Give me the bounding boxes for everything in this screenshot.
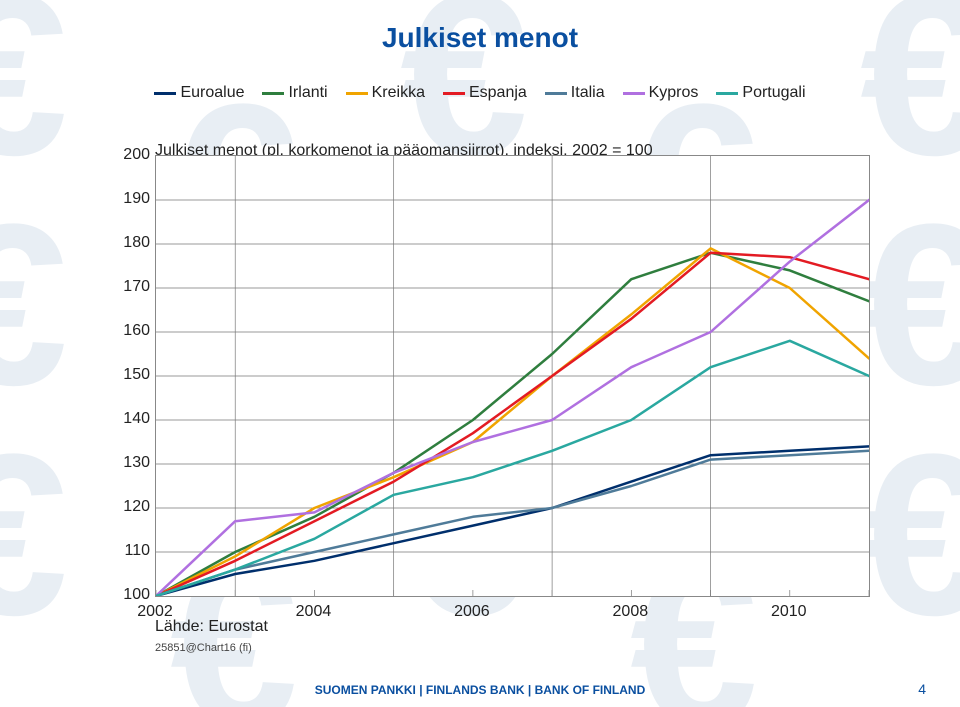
chart-area: 100110120130140150160170180190200 200220… [108,155,868,595]
chart-id-label: 25851@Chart16 (fi) [155,642,252,654]
y-axis-labels: 100110120130140150160170180190200 [108,155,150,595]
y-tick-label: 110 [124,542,150,560]
legend-swatch [346,92,368,95]
y-tick-label: 150 [123,366,150,384]
legend-label: Euroalue [180,84,244,102]
legend-swatch [262,92,284,95]
legend-item: Euroalue [154,84,244,102]
x-tick-label: 2010 [771,603,807,621]
legend-item: Portugali [716,84,805,102]
legend-label: Portugali [742,84,805,102]
y-tick-label: 190 [123,190,150,208]
legend-swatch [716,92,738,95]
source-label: Lähde: Eurostat [155,618,268,636]
footer-text: SUOMEN PANKKI | FINLANDS BANK | BANK OF … [0,683,960,697]
y-tick-label: 200 [123,146,150,164]
x-tick-label: 2006 [454,603,490,621]
legend-label: Italia [571,84,605,102]
legend-item: Irlanti [262,84,327,102]
page-title: Julkiset menot [0,0,960,54]
legend-swatch [623,92,645,95]
series-line [156,451,869,596]
legend-label: Irlanti [288,84,327,102]
y-tick-label: 140 [123,410,150,428]
y-tick-label: 180 [123,234,150,252]
legend-swatch [154,92,176,95]
y-tick-label: 170 [123,278,150,296]
legend-item: Italia [545,84,605,102]
legend-swatch [443,92,465,95]
legend-label: Espanja [469,84,527,102]
legend-label: Kypros [649,84,699,102]
series-line [156,248,869,596]
legend-label: Kreikka [372,84,425,102]
x-tick-label: 2008 [613,603,649,621]
legend-item: Kreikka [346,84,425,102]
series-line [156,253,869,596]
legend: Euroalue Irlanti Kreikka Espanja Italia Kypro… [0,84,960,102]
series-line [156,341,869,596]
series-line [156,200,869,596]
plot-area [155,155,870,597]
y-tick-label: 120 [123,498,150,516]
y-tick-label: 100 [123,586,150,604]
series-line [156,253,869,596]
page-number: 4 [918,681,926,697]
legend-item: Kypros [623,84,699,102]
x-tick-label: 2004 [296,603,332,621]
legend-item: Espanja [443,84,527,102]
series-line [156,446,869,596]
legend-swatch [545,92,567,95]
y-tick-label: 160 [123,322,150,340]
y-tick-label: 130 [123,454,150,472]
